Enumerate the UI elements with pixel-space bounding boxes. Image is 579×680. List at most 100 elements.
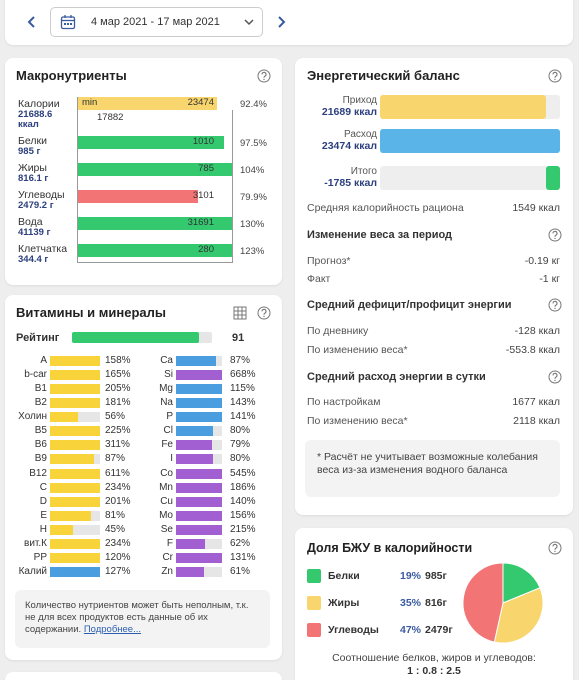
vitamin-bar bbox=[176, 510, 222, 521]
help-icon[interactable] bbox=[257, 306, 271, 320]
vitamin-name: Si bbox=[164, 369, 173, 381]
axis-line bbox=[77, 262, 233, 263]
rating-value: 91 bbox=[232, 332, 245, 344]
legend-grams: 985г bbox=[425, 570, 447, 582]
vitamin-pct: 311% bbox=[105, 439, 130, 451]
pct-label: 92.4% bbox=[240, 99, 267, 110]
pie-slice bbox=[502, 562, 541, 604]
vitamin-pct: 201% bbox=[105, 495, 131, 507]
vitamin-name: E bbox=[40, 509, 47, 521]
help-icon[interactable] bbox=[548, 541, 562, 555]
vitamin-pct: 81% bbox=[105, 509, 126, 521]
balance-track bbox=[380, 166, 560, 190]
more-link[interactable]: Подробнее... bbox=[83, 624, 142, 635]
stat-label: По изменению веса* bbox=[307, 344, 408, 356]
nutrient-name: Калории bbox=[18, 98, 60, 110]
stat-label: Средняя калорийность рациона bbox=[307, 202, 464, 214]
vitamin-name: F bbox=[166, 537, 173, 549]
vitamin-pct: 234% bbox=[105, 537, 131, 549]
vitamin-bar bbox=[176, 356, 217, 366]
vitamin-pct: 80% bbox=[230, 425, 251, 437]
vitamin-name: Cl bbox=[163, 425, 173, 437]
vitamin-name: Калий bbox=[18, 566, 47, 578]
vitamin-bar bbox=[50, 524, 73, 535]
vitamin-pct: 80% bbox=[230, 453, 251, 465]
nutrient-amount: 985 г bbox=[18, 146, 41, 157]
pie-slice bbox=[462, 562, 504, 643]
vitamin-pct: 225% bbox=[105, 425, 131, 437]
vitamin-name: Se bbox=[160, 523, 173, 535]
vitamin-name: B2 bbox=[34, 397, 47, 409]
help-icon[interactable] bbox=[548, 370, 562, 384]
vitamin-bar bbox=[176, 440, 213, 451]
balance-bar bbox=[380, 95, 547, 119]
pie-chart bbox=[462, 562, 544, 644]
rating-label: Рейтинг bbox=[16, 332, 60, 344]
nutrient-amount: 344.4 г bbox=[18, 254, 49, 265]
next-card bbox=[5, 672, 282, 680]
date-picker[interactable]: 4 мар 2021 - 17 мар 2021 bbox=[50, 7, 263, 37]
legend-name: Жиры bbox=[328, 597, 360, 609]
norm-line bbox=[232, 110, 233, 263]
norm-value: 280 bbox=[198, 244, 214, 255]
vitamin-name: Fe bbox=[161, 439, 173, 451]
vitamin-name: B6 bbox=[34, 439, 47, 451]
help-icon[interactable] bbox=[548, 298, 562, 312]
legend-name: Углеводы bbox=[328, 624, 379, 636]
note-box: * Расчёт не учитывает возможные колебани… bbox=[305, 440, 560, 497]
help-icon[interactable] bbox=[548, 69, 562, 83]
stat-value: -0.19 кг bbox=[524, 255, 560, 267]
pie-slice bbox=[493, 587, 544, 644]
vitamin-name: Co bbox=[160, 467, 173, 479]
help-icon[interactable] bbox=[548, 228, 562, 242]
vitamin-bar bbox=[176, 398, 222, 409]
balance-label: Приход bbox=[342, 95, 377, 106]
vitamin-bar bbox=[50, 398, 100, 409]
vitamin-pct: 186% bbox=[230, 481, 256, 493]
norm-value: 785 bbox=[198, 163, 214, 174]
note-text: * Расчёт не учитывает возможные колебани… bbox=[317, 451, 538, 476]
vitamin-name: вит.К bbox=[24, 537, 47, 549]
vitamin-name: b-car bbox=[24, 369, 47, 381]
legend-grams: 816г bbox=[425, 597, 447, 609]
nutrient-name: Вода bbox=[18, 216, 43, 228]
prev-button[interactable] bbox=[24, 14, 40, 30]
balance-value: 23474 ккал bbox=[321, 140, 377, 152]
vitamin-name: C bbox=[39, 481, 47, 493]
legend-swatch bbox=[307, 596, 321, 610]
pct-label: 97.5% bbox=[240, 138, 267, 149]
nutrient-name: Углеводы bbox=[18, 189, 65, 201]
vitamin-pct: 165% bbox=[105, 369, 131, 381]
vitamin-pct: 205% bbox=[105, 383, 131, 395]
stat-label: Факт bbox=[307, 273, 331, 285]
stat-value: 1549 ккал bbox=[512, 202, 560, 214]
vitamin-bar bbox=[176, 496, 222, 507]
norm-value: 23474 bbox=[187, 97, 214, 108]
next-button[interactable] bbox=[273, 14, 289, 30]
vitamin-bar bbox=[176, 538, 205, 549]
macro-bar bbox=[78, 190, 198, 203]
vitamin-name: Mn bbox=[159, 481, 173, 493]
stat-label: По дневнику bbox=[307, 325, 369, 337]
nutrient-amount: 41139 г bbox=[18, 227, 51, 238]
vitamin-name: Cr bbox=[162, 551, 173, 563]
nutrient-amount: 21688.6 ккал bbox=[18, 109, 53, 130]
vitamin-name: B9 bbox=[34, 453, 47, 465]
vitamin-bar bbox=[50, 552, 100, 563]
vitamin-bar bbox=[50, 384, 100, 395]
table-icon[interactable] bbox=[233, 306, 247, 320]
norm-value: 1010 bbox=[192, 136, 214, 147]
stat-label: Прогноз* bbox=[307, 255, 351, 267]
pct-label: 79.9% bbox=[240, 192, 267, 203]
card-title: Доля БЖУ в калорийности bbox=[307, 541, 473, 555]
vitamin-name: Zn bbox=[161, 566, 173, 578]
help-icon[interactable] bbox=[257, 69, 271, 83]
vitamin-name: PP bbox=[33, 551, 47, 563]
vitamin-name: P bbox=[166, 411, 173, 423]
legend-pct: 47% bbox=[400, 624, 422, 636]
vitamin-bar bbox=[176, 426, 213, 437]
vitamin-name: Cu bbox=[160, 495, 173, 507]
card-title: Макронутриенты bbox=[16, 68, 127, 83]
vitamin-pct: 131% bbox=[230, 551, 256, 563]
